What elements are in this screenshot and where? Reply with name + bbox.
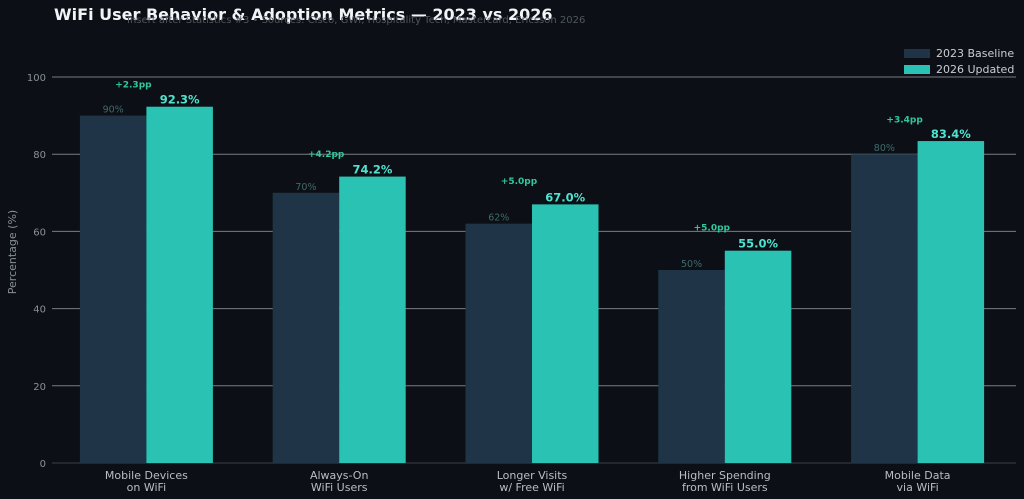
y-tick-label-20: 20 [33, 382, 46, 393]
x-tick-label: WiFi Users [311, 481, 368, 494]
y-tick-label-100: 100 [27, 73, 46, 84]
delta-annotation: +2.3pp [115, 81, 152, 91]
bar-2023-baseline [272, 192, 340, 464]
legend-label-updated: 2026 Updated [936, 62, 1015, 76]
delta-annotation: +4.2pp [308, 150, 345, 160]
data-label-2023: 90% [103, 105, 124, 116]
y-tick-label-0: 0 [40, 459, 46, 470]
data-label-2023: 80% [874, 143, 895, 154]
x-tick-label: from WiFi Users [682, 481, 768, 494]
x-tick-label: Always-On [310, 469, 368, 482]
delta-annotation: +5.0pp [694, 224, 731, 234]
data-label-2026: 67.0% [545, 190, 585, 204]
x-tick-label: Mobile Devices [105, 469, 188, 482]
y-tick-label-80: 80 [33, 150, 46, 161]
delta-annotation: +5.0pp [501, 177, 538, 187]
bar-2023-baseline [79, 115, 147, 463]
bar-2026-updated [724, 250, 792, 463]
bar-2023-baseline [658, 270, 725, 463]
y-axis-label: Percentage (%) [6, 210, 19, 294]
data-label-2026: 55.0% [738, 237, 778, 251]
x-tick-label: Longer Visits [497, 469, 568, 482]
x-tick-label: via WiFi [897, 481, 939, 494]
bar-2026-updated [917, 141, 985, 464]
data-label-2026: 83.4% [931, 127, 971, 141]
y-tick-label-40: 40 [33, 305, 46, 316]
data-label-2026: 74.2% [352, 163, 392, 177]
data-label-2023: 70% [295, 182, 316, 193]
legend-item-updated: 2026 Updated [898, 61, 1014, 77]
x-tick-label: Higher Spending [679, 469, 771, 482]
chart-title: WiFi User Behavior & Adoption Metrics — … [54, 5, 553, 24]
data-label-2023: 62% [488, 213, 509, 224]
legend-label-baseline: 2023 Baseline [936, 46, 1015, 60]
bar-2026-updated [339, 176, 406, 463]
chart-legend: 2023 Baseline 2026 Updated [898, 45, 1014, 77]
legend-swatch-baseline [904, 48, 930, 58]
delta-annotation: +3.4pp [886, 115, 923, 125]
bar-2023-baseline [851, 154, 918, 463]
legend-swatch-updated [904, 64, 930, 74]
bar-2026-updated [532, 204, 599, 463]
x-tick-label: on WiFi [127, 481, 166, 494]
data-label-2026: 92.3% [160, 93, 200, 107]
x-tick-label: w/ Free WiFi [499, 481, 564, 494]
data-label-2023: 50% [681, 259, 702, 270]
y-tick-label-60: 60 [33, 227, 46, 238]
legend-item-baseline: 2023 Baseline [898, 45, 1014, 61]
x-tick-label: Mobile Data [885, 469, 951, 482]
bar-2026-updated [146, 106, 213, 464]
bar-2023-baseline [465, 223, 532, 463]
chart-subtitle: Insert after Statistics #3 • Sources: Ci… [127, 15, 586, 26]
